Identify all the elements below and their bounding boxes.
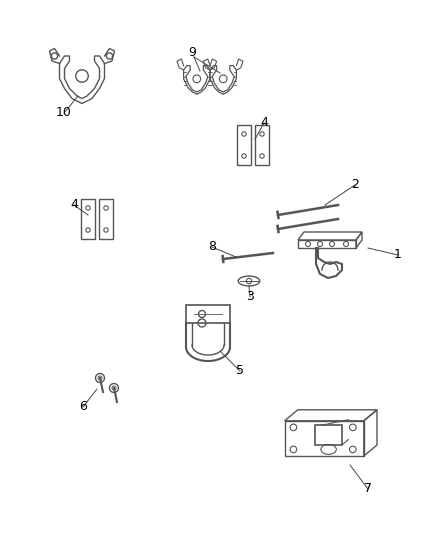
Text: 8: 8 (208, 240, 216, 254)
Text: 6: 6 (79, 400, 87, 414)
Text: 5: 5 (236, 365, 244, 377)
Text: 4: 4 (70, 198, 78, 212)
Text: 7: 7 (364, 482, 372, 496)
Text: 4: 4 (260, 117, 268, 130)
Text: 1: 1 (394, 248, 402, 262)
Text: 2: 2 (351, 179, 359, 191)
Text: 3: 3 (246, 290, 254, 303)
Text: 9: 9 (188, 46, 196, 60)
Text: 10: 10 (56, 107, 72, 119)
